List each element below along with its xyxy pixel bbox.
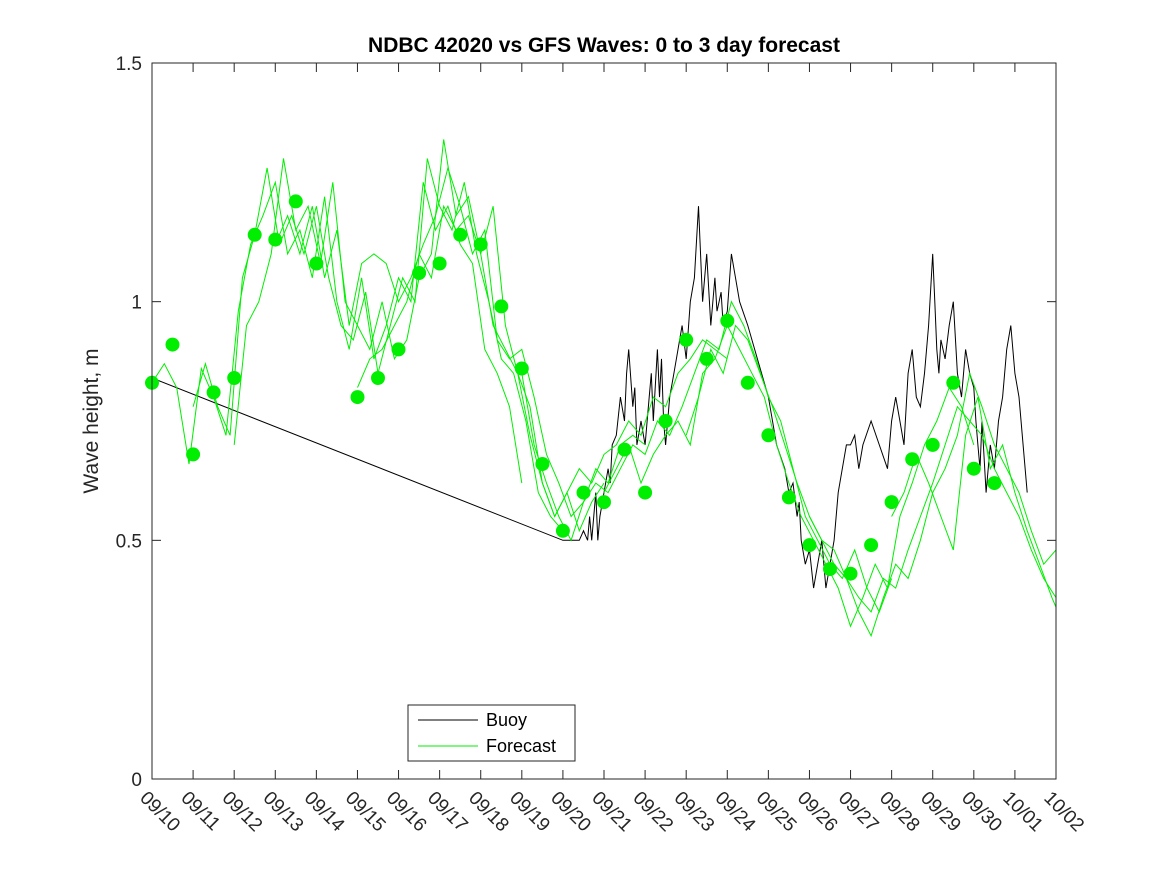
forecast-point	[309, 256, 324, 271]
forecast-point	[823, 562, 837, 576]
x-tick-label: 10/02	[1039, 788, 1087, 836]
y-axis: 0 0.5 1 1.5	[116, 54, 1056, 791]
forecast-point	[638, 485, 653, 500]
forecast-point	[761, 428, 776, 443]
forecast-point	[412, 266, 427, 280]
forecast-point	[227, 371, 242, 385]
x-tick-label: 09/28	[875, 788, 923, 836]
x-tick-label: 09/13	[259, 788, 307, 836]
forecast-point	[555, 523, 570, 538]
forecast-point	[391, 342, 406, 357]
x-tick-label: 09/11	[177, 788, 224, 835]
forecast-point	[781, 490, 796, 505]
forecast-run-line-9	[891, 396, 1057, 608]
forecast-point	[884, 495, 899, 510]
y-axis-label: Wave height, m	[80, 348, 103, 493]
forecast-point	[576, 485, 591, 500]
x-tick-label: 09/22	[629, 788, 677, 836]
forecast-point	[658, 414, 673, 428]
forecast-point	[165, 337, 180, 352]
forecast-point	[802, 538, 817, 553]
forecast-point	[371, 371, 385, 385]
forecast-run-line-6	[603, 324, 975, 628]
forecast-point	[966, 461, 981, 476]
buoy-line	[151, 206, 1028, 589]
forecast-point	[514, 361, 529, 376]
x-tick-label: 09/29	[916, 788, 964, 836]
forecast-run-line-4	[357, 204, 728, 518]
y-tick-label: 0	[131, 770, 142, 791]
forecast-point	[247, 227, 262, 242]
chart-title: NDBC 42020 vs GFS Waves: 0 to 3 day fore…	[368, 34, 840, 57]
legend-forecast-label: Forecast	[486, 736, 556, 756]
y-tick-label: 1.5	[116, 54, 142, 75]
forecast-run-line-7	[685, 324, 1057, 613]
x-tick-label: 09/20	[546, 788, 594, 836]
x-tick-label: 09/17	[423, 788, 471, 836]
forecast-point	[268, 232, 283, 247]
x-tick-label: 09/19	[505, 788, 553, 836]
forecast-point	[350, 390, 365, 405]
forecast-point	[432, 256, 447, 271]
x-tick-label: 09/25	[752, 788, 800, 836]
forecast-point	[679, 332, 694, 347]
buoy-series	[151, 206, 1028, 589]
x-tick-label: 09/16	[382, 788, 430, 836]
x-tick-label: 09/23	[670, 788, 718, 836]
x-tick-label: 09/12	[218, 788, 266, 836]
forecast-point	[720, 313, 735, 328]
forecast-point	[987, 476, 1002, 491]
forecast-point	[617, 442, 632, 457]
forecast-run-line-8	[809, 371, 1057, 638]
plot-background	[152, 63, 1056, 779]
forecast-point	[473, 237, 488, 252]
forecast-point	[453, 227, 468, 242]
forecast-point	[740, 375, 755, 390]
forecast-point	[288, 194, 303, 209]
forecast-point	[597, 495, 611, 510]
x-tick-label: 09/10	[135, 788, 183, 836]
forecast-point	[186, 447, 201, 462]
x-tick-label: 09/21	[587, 788, 635, 836]
forecast-point	[494, 299, 509, 314]
legend: Buoy Forecast	[407, 704, 576, 762]
forecast-point	[843, 566, 858, 581]
legend-buoy-label: Buoy	[486, 710, 527, 730]
x-tick-label: 09/15	[341, 788, 389, 836]
x-tick-label: 09/27	[834, 788, 882, 836]
forecast-point	[206, 385, 221, 400]
forecast-point	[946, 375, 961, 390]
forecast-point	[864, 538, 879, 553]
x-tick-label: 09/26	[793, 788, 841, 836]
x-tick-label: 09/14	[300, 788, 349, 837]
plot-area	[152, 63, 1056, 779]
x-tick-label: 09/18	[464, 788, 512, 836]
y-tick-label: 1	[131, 293, 142, 314]
forecast-point	[925, 437, 940, 452]
x-tick-label: 09/24	[711, 788, 760, 837]
y-tick-label: 0.5	[116, 531, 142, 552]
x-tick-label: 09/30	[957, 788, 1005, 836]
forecast-point	[905, 452, 920, 467]
legend-box	[407, 704, 576, 762]
forecast-point	[699, 351, 714, 366]
x-tick-label: 10/01	[998, 788, 1046, 836]
forecast-point	[535, 457, 550, 471]
